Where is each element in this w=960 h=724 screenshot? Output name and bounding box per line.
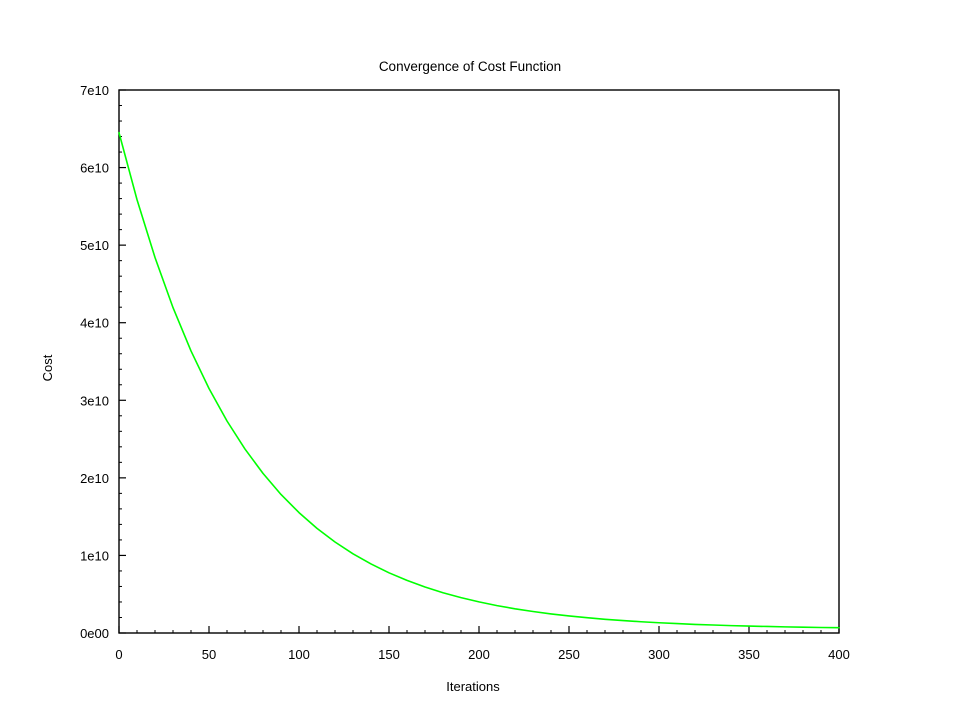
y-axis-title: Cost xyxy=(40,354,55,381)
x-tick-label: 300 xyxy=(648,647,670,662)
x-tick-label: 100 xyxy=(288,647,310,662)
series-layer xyxy=(118,131,840,629)
y-tick-label: 6e10 xyxy=(80,161,109,176)
y-axis: 0e00 1e10 2e10 3e10 4e10 5e10 6e10 7e10 xyxy=(80,83,126,641)
chart-title: Convergence of Cost Function xyxy=(379,59,561,74)
plot-area xyxy=(118,89,840,634)
x-axis-title: Iterations xyxy=(446,679,500,694)
y-tick-label: 3e10 xyxy=(80,393,109,408)
x-tick-label: 400 xyxy=(828,647,850,662)
x-tick-label: 150 xyxy=(378,647,400,662)
x-tick-label: 250 xyxy=(558,647,580,662)
x-tick-label: 0 xyxy=(115,647,122,662)
y-tick-label: 5e10 xyxy=(80,238,109,253)
x-axis: 0 50 100 150 200 250 300 350 400 xyxy=(115,626,850,662)
y-tick-label: 4e10 xyxy=(80,316,109,331)
cost-series-line xyxy=(118,131,840,629)
y-tick-label: 2e10 xyxy=(80,471,109,486)
y-tick-label: 0e00 xyxy=(80,626,109,641)
x-tick-label: 50 xyxy=(202,647,216,662)
x-tick-label: 350 xyxy=(738,647,760,662)
y-tick-label: 7e10 xyxy=(80,83,109,98)
x-tick-label: 200 xyxy=(468,647,490,662)
plot-frame xyxy=(118,89,840,634)
y-tick-label: 1e10 xyxy=(80,548,109,563)
